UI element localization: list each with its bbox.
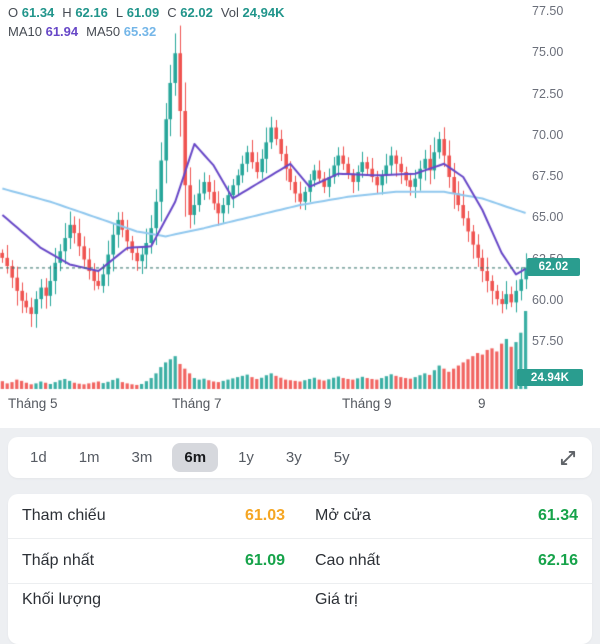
ohlc-o-label: O bbox=[8, 5, 19, 20]
ma10-label: MA10 bbox=[8, 24, 42, 39]
stat-label: Giá trị bbox=[315, 591, 358, 608]
ma50-label: MA50 bbox=[86, 24, 121, 39]
stat-value: 61.03 bbox=[244, 507, 285, 524]
ohlc-l: L 61.09 bbox=[116, 5, 159, 20]
ohlc-c: C 62.02 bbox=[167, 5, 213, 20]
ohlc-o: O 61.34 bbox=[8, 5, 54, 20]
ohlc-o-value: 61.34 bbox=[21, 5, 55, 20]
ohlc-vol: Vol 24,94K bbox=[221, 5, 285, 20]
timeframe-button-1d[interactable]: 1d bbox=[18, 443, 59, 472]
ohlc-h-label: H bbox=[62, 5, 72, 20]
stat-label: Thấp nhất bbox=[22, 552, 95, 569]
y-axis-label: 57.50 bbox=[532, 334, 564, 348]
expand-chart-button[interactable] bbox=[554, 444, 582, 472]
ma50-value: 65.32 bbox=[123, 24, 157, 39]
y-axis-label: 75.00 bbox=[532, 45, 564, 60]
ma10-value: 61.94 bbox=[45, 24, 79, 39]
stat-label: Khối lượng bbox=[22, 591, 102, 608]
stat-row: Tham chiếu 61.03 Mở cửa 61.34 bbox=[8, 494, 592, 539]
stat-value: 62.16 bbox=[537, 552, 578, 569]
timeframe-button-6m[interactable]: 6m bbox=[172, 443, 219, 472]
ohlc-vol-label: Vol bbox=[220, 5, 239, 20]
y-axis-label: 60.00 bbox=[532, 292, 564, 307]
y-axis-label: 65.00 bbox=[532, 210, 564, 225]
y-axis-label: 67.50 bbox=[532, 169, 564, 183]
stat-value: 61.09 bbox=[244, 552, 285, 569]
timeframe-button-3m[interactable]: 3m bbox=[120, 443, 165, 472]
timeframe-button-1m[interactable]: 1m bbox=[67, 443, 112, 472]
last-volume-badge: 24.94K bbox=[517, 369, 583, 386]
x-axis-label: Tháng 9 bbox=[342, 396, 392, 411]
stat-cell: Khối lượng bbox=[22, 591, 285, 609]
ohlc-c-label: C bbox=[167, 5, 177, 20]
stat-label: Tham chiếu bbox=[22, 507, 106, 524]
stat-cell: Tham chiếu 61.03 bbox=[22, 507, 285, 525]
x-axis-label: 9 bbox=[478, 396, 486, 411]
candlestick-chart-canvas[interactable] bbox=[0, 0, 600, 428]
stat-row: Khối lượng Giá trị bbox=[8, 584, 592, 636]
stat-label: Mở cửa bbox=[315, 507, 371, 524]
timeframe-button-list: 1d 1m 3m 6m 1y 3y 5y bbox=[18, 443, 362, 472]
ohlc-line: O 61.34 H 62.16 L 61.09 C 62.02 Vol 24,94K bbox=[8, 3, 292, 22]
timeframe-button-3y[interactable]: 3y bbox=[274, 443, 314, 472]
stat-label: Cao nhất bbox=[315, 552, 380, 569]
expand-icon bbox=[558, 448, 578, 468]
time-axis: Tháng 5 Tháng 7 Tháng 9 9 bbox=[0, 396, 600, 418]
stat-row: Thấp nhất 61.09 Cao nhất 62.16 bbox=[8, 539, 592, 584]
ohlc-h: H 62.16 bbox=[62, 5, 108, 20]
stat-cell: Thấp nhất 61.09 bbox=[22, 552, 285, 570]
y-axis-label: 77.50 bbox=[532, 4, 564, 18]
ohlc-overlay: O 61.34 H 62.16 L 61.09 C 62.02 Vol 24,94K M… bbox=[8, 3, 292, 41]
timeframe-selector: 1d 1m 3m 6m 1y 3y 5y bbox=[8, 437, 592, 478]
x-axis-label: Tháng 5 bbox=[8, 396, 58, 411]
y-axis-label: 72.50 bbox=[532, 86, 564, 101]
ohlc-vol-value: 24,94K bbox=[242, 5, 285, 20]
stat-cell: Mở cửa 61.34 bbox=[315, 507, 578, 525]
x-axis-label: Tháng 7 bbox=[172, 396, 222, 411]
ohlc-h-value: 62.16 bbox=[75, 5, 108, 20]
ohlc-l-value: 61.09 bbox=[126, 5, 160, 20]
last-price-badge: 62.02 bbox=[527, 258, 580, 277]
timeframe-button-5y[interactable]: 5y bbox=[322, 443, 362, 472]
price-chart-region: O 61.34 H 62.16 L 61.09 C 62.02 Vol 24,94K M… bbox=[0, 0, 600, 428]
stat-cell: Giá trị bbox=[315, 591, 578, 609]
timeframe-button-1y[interactable]: 1y bbox=[226, 443, 266, 472]
stat-value: 61.34 bbox=[537, 507, 578, 524]
ohlc-l-label: L bbox=[115, 5, 124, 20]
y-axis-label: 70.00 bbox=[532, 127, 564, 142]
ma50: MA50 65.32 bbox=[86, 24, 156, 39]
ma10: MA10 61.94 bbox=[8, 24, 78, 39]
stat-cell: Cao nhất 62.16 bbox=[315, 552, 578, 570]
stats-table: Tham chiếu 61.03 Mở cửa 61.34 Thấp nhất 61.09… bbox=[8, 494, 592, 644]
ohlc-c-value: 62.02 bbox=[180, 5, 213, 20]
ma-line: MA10 61.94 MA50 65.32 bbox=[8, 22, 292, 41]
